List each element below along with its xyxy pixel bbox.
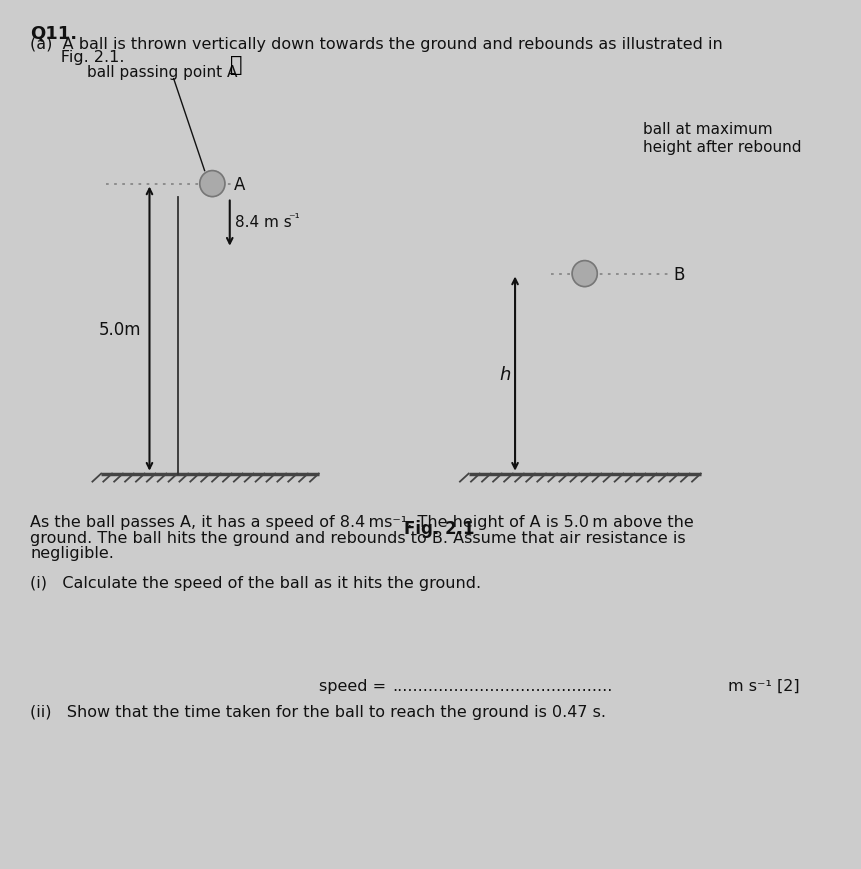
Text: 8.4 m s: 8.4 m s xyxy=(234,215,291,229)
Text: B: B xyxy=(673,265,684,283)
Circle shape xyxy=(572,262,597,288)
Text: (i)   Calculate the speed of the ball as it hits the ground.: (i) Calculate the speed of the ball as i… xyxy=(30,575,480,590)
Text: ball at maximum
height after rebound: ball at maximum height after rebound xyxy=(642,122,800,155)
Text: Fig. 2.1.: Fig. 2.1. xyxy=(30,50,125,64)
Text: speed =: speed = xyxy=(319,678,391,693)
Text: (a)  A ball is thrown vertically down towards the ground and rebounds as illustr: (a) A ball is thrown vertically down tow… xyxy=(30,36,722,51)
Text: A: A xyxy=(233,176,245,194)
Text: m s⁻¹ [2]: m s⁻¹ [2] xyxy=(728,678,799,693)
Text: Fig. 2.1: Fig. 2.1 xyxy=(404,519,474,537)
Circle shape xyxy=(200,171,225,197)
Text: Q11.: Q11. xyxy=(30,24,77,43)
Text: negligible.: negligible. xyxy=(30,546,114,561)
Text: ground. The ball hits the ground and rebounds to B. Assume that air resistance i: ground. The ball hits the ground and reb… xyxy=(30,530,685,545)
Text: h: h xyxy=(499,365,511,383)
Text: ball passing point A: ball passing point A xyxy=(86,64,237,79)
Text: ⁻¹: ⁻¹ xyxy=(288,212,299,225)
Text: 🏃: 🏃 xyxy=(230,55,243,75)
Text: (ii)   Show that the time taken for the ball to reach the ground is 0.47 s.: (ii) Show that the time taken for the ba… xyxy=(30,704,605,719)
Text: As the ball passes A, it has a speed of 8.4 ms⁻¹. The height of A is 5.0 m above: As the ball passes A, it has a speed of … xyxy=(30,514,693,529)
Text: ...........................................: ........................................… xyxy=(392,678,612,693)
Text: 5.0m: 5.0m xyxy=(99,321,141,338)
